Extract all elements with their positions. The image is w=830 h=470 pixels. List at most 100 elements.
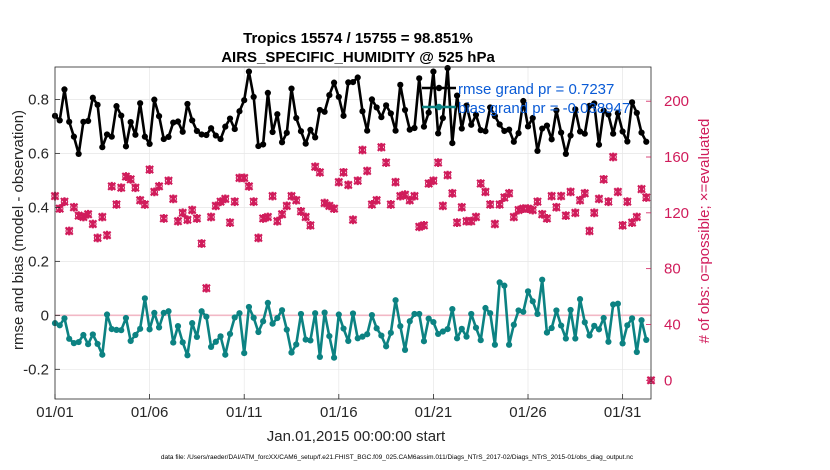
obs-evaluated-point xyxy=(424,179,434,188)
bias-point xyxy=(255,328,262,336)
bias-point xyxy=(576,296,584,303)
rmse-point xyxy=(364,127,371,134)
obs-evaluated-point xyxy=(604,197,613,207)
rmse-point xyxy=(449,140,456,147)
chart-subtitle: AIRS_SPECIFIC_HUMIDITY @ 525 hPa xyxy=(221,49,495,66)
bias-point xyxy=(179,339,186,346)
bias-point xyxy=(496,279,503,286)
bias-point xyxy=(534,310,541,318)
bias-point xyxy=(633,348,640,356)
obs-evaluated-point xyxy=(457,202,467,212)
obs-evaluated-point xyxy=(608,152,618,162)
obs-evaluated-point xyxy=(575,195,585,205)
rmse-point xyxy=(420,123,428,130)
bias-point xyxy=(435,330,442,338)
obs-evaluated-point xyxy=(594,194,604,204)
bias-point xyxy=(524,288,532,295)
rmse-point xyxy=(496,121,503,128)
rmse-point xyxy=(137,100,144,107)
rmse-point xyxy=(283,129,290,136)
obs-evaluated-point xyxy=(55,204,65,214)
rmse-point xyxy=(520,97,527,105)
rmse-point xyxy=(217,135,224,143)
rmse-point xyxy=(425,109,432,116)
rmse-point xyxy=(543,122,551,129)
obs-evaluated-point xyxy=(60,197,69,207)
bias-point xyxy=(189,320,196,327)
rmse-point xyxy=(250,93,257,101)
legend-swatch-marker xyxy=(435,103,443,111)
obs-evaluated-point xyxy=(263,212,273,222)
obs-evaluated-point xyxy=(481,187,490,197)
obs-evaluated-point xyxy=(599,174,609,184)
bias-point xyxy=(586,332,593,339)
bias-point xyxy=(274,314,281,322)
bias-point xyxy=(614,300,621,307)
rmse-point xyxy=(288,85,295,92)
rmse-point xyxy=(335,93,342,101)
bias-point xyxy=(548,324,555,332)
rmse-point xyxy=(103,131,111,138)
y2-tick-label: 160 xyxy=(664,149,689,166)
rmse-point xyxy=(553,107,560,114)
obs-evaluated-point xyxy=(164,176,173,186)
bias-point xyxy=(439,328,446,335)
rmse-point xyxy=(401,106,409,114)
obs-evaluated-point xyxy=(83,209,93,219)
bias-point xyxy=(260,318,267,325)
rmse-point xyxy=(189,117,196,124)
y2-tick-label: 200 xyxy=(664,93,689,110)
rmse-point xyxy=(297,128,305,135)
rmse-point xyxy=(392,127,399,134)
bias-point xyxy=(520,308,527,315)
bias-point xyxy=(193,333,201,341)
rmse-point xyxy=(85,117,92,125)
bias-point xyxy=(501,282,508,289)
bias-line xyxy=(54,278,648,360)
rmse-point xyxy=(383,102,390,109)
obs-evaluated-point xyxy=(339,167,348,177)
rmse-point xyxy=(643,138,650,145)
bias-point xyxy=(401,346,409,353)
obs-evaluated-point xyxy=(372,195,381,205)
bias-point xyxy=(85,341,92,348)
x-tick-label: 01/06 xyxy=(131,404,169,421)
rmse-point xyxy=(387,110,394,117)
obs-evaluated-point xyxy=(173,216,183,226)
obs-evaluated-point xyxy=(69,202,79,212)
obs-evaluated-point xyxy=(116,183,126,193)
obs-evaluated-point xyxy=(623,197,632,207)
rmse-point xyxy=(132,131,139,138)
bias-point xyxy=(345,337,352,345)
x-tick-label: 01/16 xyxy=(320,404,358,421)
obs-evaluated-point xyxy=(443,170,452,180)
obs-evaluated-point xyxy=(589,208,599,218)
obs-evaluated-point xyxy=(509,212,519,222)
bias-point xyxy=(373,325,380,332)
obs-evaluated-point xyxy=(533,197,542,207)
rmse-point xyxy=(80,118,87,125)
rmse-point xyxy=(278,139,286,146)
obs-evaluated-point xyxy=(268,191,277,201)
obs-evaluated-point xyxy=(97,212,107,222)
bias-point xyxy=(453,335,461,342)
rmse-point xyxy=(236,108,243,115)
rmse-point xyxy=(614,110,621,117)
rmse-point xyxy=(430,68,437,75)
obs-evaluated-point xyxy=(216,197,225,207)
rmse-point xyxy=(482,128,489,135)
bias-point xyxy=(141,295,148,302)
bias-point xyxy=(217,333,224,340)
obs-evaluated-point xyxy=(452,218,462,228)
bias-point xyxy=(624,322,631,329)
rmse-point xyxy=(610,130,617,137)
rmse-point xyxy=(326,91,333,99)
bias-point xyxy=(340,325,347,332)
x-tick-label: 01/31 xyxy=(604,404,642,421)
bias-point xyxy=(387,329,394,336)
y-tick-label: 0.8 xyxy=(28,91,49,108)
bias-point xyxy=(241,350,248,357)
rmse-point xyxy=(260,141,267,148)
obs-evaluated-point xyxy=(485,200,495,209)
obs-evaluated-point xyxy=(580,188,590,198)
